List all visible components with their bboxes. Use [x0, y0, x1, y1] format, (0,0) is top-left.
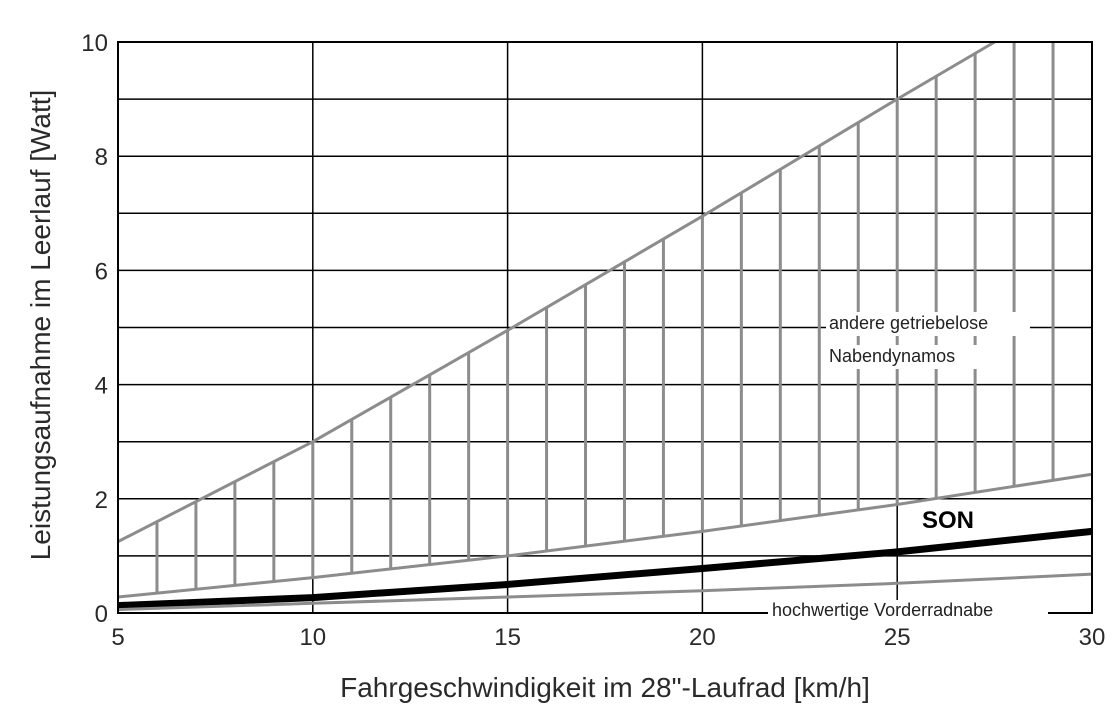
x-tick-label-30: 30: [1079, 624, 1106, 651]
annotations: andere getriebelose Nabendynamos SON hochwe…: [768, 312, 1048, 622]
band-upper-line: [117, 40, 996, 543]
y-tick-label-10: 10: [81, 30, 108, 57]
y-tick-label-2: 2: [95, 487, 108, 514]
series-line-vorderradnabe: [117, 572, 1093, 612]
x-axis-label: Fahrgeschwindigkeit im 28"-Laufrad [km/h…: [340, 672, 870, 703]
annotation-nabendynamos-bg: [826, 345, 984, 369]
y-tick-label-4: 4: [95, 373, 108, 400]
y-tick-label-0: 0: [95, 601, 108, 628]
x-tick-label-10: 10: [299, 624, 326, 651]
series-group: [117, 527, 1093, 612]
annotation-hochwertige-vorderradnabe: hochwertige Vorderradnabe: [772, 600, 993, 620]
hatched-band: [117, 40, 1093, 599]
x-tick-label-20: 20: [689, 624, 716, 651]
y-axis-label: Leistungsaufnahme im Leerlauf [Watt]: [25, 90, 56, 561]
annotation-nabendynamos: Nabendynamos: [829, 346, 955, 366]
y-tick-label-8: 8: [95, 144, 108, 171]
y-tick-label-6: 6: [95, 258, 108, 285]
annotation-son-bg: [914, 505, 992, 535]
plot-frame: [117, 41, 1093, 614]
x-tick-label-25: 25: [884, 624, 911, 651]
annotation-hochwertige-vorderradnabe-bg: [768, 600, 1048, 622]
series-line-son: [117, 527, 1093, 610]
annotation-andere-getriebelose: andere getriebelose: [829, 313, 988, 333]
band-lower-line: [117, 472, 1093, 599]
x-tick-label-15: 15: [494, 624, 521, 651]
x-tick-label-5: 5: [111, 624, 124, 651]
annotation-son: SON: [922, 507, 974, 534]
tick-labels: 5 10 15 20 25 30 0 2 4 6 8 10: [81, 30, 1105, 651]
annotation-andere-getriebelose-bg: [826, 312, 1030, 336]
